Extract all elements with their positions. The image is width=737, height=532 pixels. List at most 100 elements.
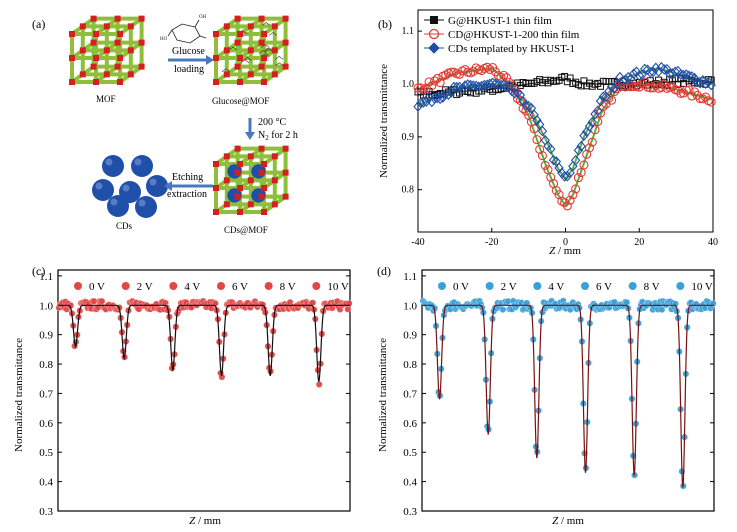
cube-node [213, 31, 219, 37]
data-point [537, 151, 548, 161]
cube-node [261, 31, 267, 37]
fit-curve [58, 304, 107, 348]
y-tick-label: 1.1 [402, 26, 415, 37]
data-point [537, 125, 548, 137]
legend-marker [312, 282, 321, 290]
fit-curve [568, 304, 617, 473]
cube-node [234, 193, 241, 200]
data-point [546, 172, 556, 182]
legend-marker [430, 16, 438, 24]
legend-entry-label: 2 V [501, 281, 517, 293]
cube-node [213, 209, 219, 215]
data-point [499, 70, 509, 80]
arrow3-text-line2: extraction [167, 189, 207, 200]
data-point [443, 89, 454, 100]
y-tick-label: 0.7 [39, 388, 53, 400]
carbon-dot-sphere [107, 195, 129, 217]
arrow2-text-line1: 200 °C [258, 117, 286, 128]
glucose-molecule-mark [258, 50, 268, 54]
cube-node [93, 55, 99, 61]
legend-marker [438, 282, 446, 290]
data-point [482, 62, 492, 72]
data-point [535, 144, 545, 154]
glucose-ho-label: HO [160, 37, 168, 42]
cube-node [117, 31, 123, 37]
data-point [468, 80, 479, 91]
cube-node [282, 15, 289, 22]
fit-curve [470, 304, 520, 435]
data-point [498, 79, 509, 91]
data-point [706, 79, 716, 91]
heating-arrow: 200 °C N2 for 2 h [245, 117, 298, 142]
sphere-highlight [110, 198, 118, 206]
etching-extraction-arrow: Etching extraction [164, 172, 213, 200]
x-tick-label: 40 [708, 237, 718, 248]
y-tick-label: 0.6 [39, 418, 53, 430]
data-point [454, 81, 465, 93]
plot-frame [421, 269, 715, 512]
data-point [98, 297, 106, 305]
data-point [617, 76, 628, 87]
data-point [465, 79, 476, 91]
glucose-molecule-icon: OH HO [160, 15, 207, 44]
data-point [698, 94, 708, 104]
data-point [418, 97, 429, 108]
data-point [490, 78, 501, 90]
glucose-molecule-mark [268, 32, 278, 36]
arrow1-text-line2: loading [174, 64, 204, 75]
y-tick-label: 0.8 [402, 185, 415, 196]
legend-marker [485, 282, 494, 290]
fit-curve [301, 304, 350, 382]
glucose-molecule-mark [274, 56, 284, 60]
legend-marker [428, 28, 440, 40]
cube-node [138, 63, 145, 70]
data-point [626, 73, 636, 85]
data-point [416, 97, 426, 109]
data-point [435, 93, 445, 105]
cube-node [138, 39, 145, 46]
data-point [421, 83, 431, 93]
data-point [595, 95, 606, 107]
data-point [554, 162, 564, 174]
data-point [499, 306, 507, 313]
data-point [476, 80, 487, 92]
cube-node [247, 201, 254, 208]
cube-node [127, 47, 134, 54]
cube-node [79, 47, 86, 54]
cube-node [261, 55, 267, 61]
data-point [695, 94, 705, 104]
fit-curve [616, 304, 666, 476]
data-point [474, 81, 484, 93]
data-point [692, 76, 703, 88]
y-tick-label: 0.9 [403, 330, 417, 342]
cube-node [223, 47, 230, 54]
cube-node [213, 161, 219, 167]
cube-node [127, 71, 134, 78]
cube-node [234, 145, 241, 152]
data-point [665, 82, 675, 92]
data-point [548, 154, 559, 166]
cube-node [69, 31, 75, 37]
y-tick-label: 1.1 [39, 271, 53, 283]
legend-entry-label: G@HKUST-1 thin film [448, 15, 552, 27]
cube-node [117, 79, 123, 85]
data-point [463, 79, 473, 90]
cube-node [93, 79, 99, 85]
x-tick-label: -20 [485, 237, 498, 248]
cube-node [234, 39, 241, 46]
legend-entry-label: CDs templated by HKUST-1 [448, 43, 575, 55]
y-axis-label: Normalized transmittance [377, 338, 389, 452]
data-point [615, 71, 625, 83]
data-point [562, 201, 572, 211]
panel-c-label: (c) [32, 264, 45, 278]
cube-node [237, 161, 243, 167]
cube-node [261, 209, 267, 215]
data-point [604, 93, 614, 103]
data-point [565, 195, 575, 205]
legend-entry-label: 8 V [280, 281, 296, 293]
data-point [493, 71, 503, 81]
data-point [573, 173, 583, 183]
data-point [562, 170, 573, 182]
sphere-highlight [95, 182, 103, 190]
y-tick-label: 0.5 [39, 447, 53, 459]
